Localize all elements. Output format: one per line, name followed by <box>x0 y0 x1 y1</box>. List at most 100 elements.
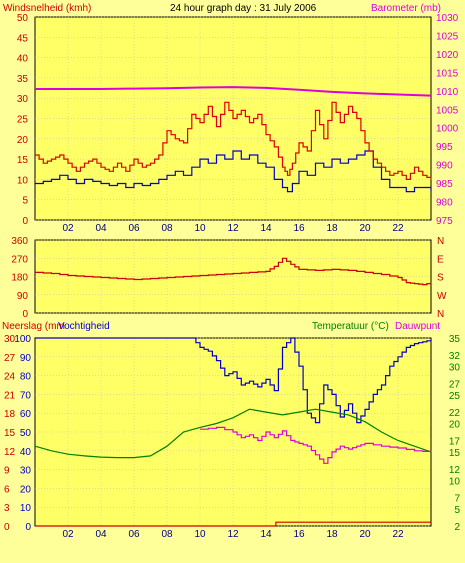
humidity-x-tick-label: 18 <box>326 529 338 540</box>
humidity-x-tick-label: 06 <box>128 529 140 540</box>
rain-axis-ticks: 0 3 6 9 12 15 18 21 24 27 30 <box>4 334 16 533</box>
temperature-tick-label: 20 <box>449 419 461 430</box>
temperature-tick-label: 10 <box>449 476 461 487</box>
rain-tick-label: 6 <box>4 484 10 495</box>
wind-tick-label: 15 <box>17 155 29 166</box>
wind-tick-label: 45 <box>17 33 29 44</box>
humidity-tick-label: 70 <box>20 390 32 401</box>
humidity-x-tick-label: 12 <box>227 529 239 540</box>
barometer-tick-label: 1030 <box>436 13 459 24</box>
barometer-tick-label: 1000 <box>436 124 459 135</box>
rain-tick-label: 12 <box>4 447 16 458</box>
direction-line <box>35 257 432 286</box>
barometer-tick-label: 995 <box>436 142 453 153</box>
humidity-tick-label: 40 <box>20 447 32 458</box>
wind-x-tick-label: 14 <box>260 223 272 234</box>
wind-x-tick-label: 16 <box>293 223 305 234</box>
direction-tick-label: 90 <box>17 291 29 302</box>
direction-tick-label: 180 <box>11 273 28 284</box>
wind-tick-label: 20 <box>17 135 29 146</box>
rain-tick-label: 30 <box>4 334 16 345</box>
wind-tick-label: 10 <box>17 175 29 186</box>
wind-tick-label: 25 <box>17 115 29 126</box>
temperature-axis-title: Temperatuur (°C) <box>312 321 389 332</box>
compass-tick-label: S <box>437 273 444 284</box>
wind-tick-label: 35 <box>17 74 29 85</box>
rain-tick-label: 24 <box>4 372 16 383</box>
direction-tick-label: 270 <box>11 254 28 265</box>
temperature-line <box>34 408 432 459</box>
chart-title: 24 hour graph day : 31 July 2006 <box>170 3 317 14</box>
humidity-x-tick-label: 14 <box>260 529 272 540</box>
humidity-axis-ticks: 0 10 20 30 40 50 60 70 80 90 100 <box>14 334 31 533</box>
temperature-tick-label: 35 <box>449 334 461 345</box>
temperature-tick-label: 15 <box>449 448 461 459</box>
wind-tick-label: 30 <box>17 94 29 105</box>
humidity-x-tick-label: 22 <box>392 529 404 540</box>
wind-x-tick-label: 10 <box>194 223 206 234</box>
wind-x-tick-label: 02 <box>62 223 74 234</box>
temperature-tick-label: 30 <box>449 362 461 373</box>
humidity-tick-label: 10 <box>20 503 32 514</box>
temperature-tick-label: 27 <box>449 380 461 391</box>
barometer-tick-label: 975 <box>436 216 453 227</box>
wind-series <box>35 86 432 193</box>
wind_avg-line <box>35 150 432 193</box>
humidity-series <box>34 337 432 527</box>
humidity-tick-label: 80 <box>20 372 32 383</box>
humidity-x-tick-label: 10 <box>194 529 206 540</box>
wind-x-tick-label: 06 <box>128 223 140 234</box>
humidity-x-tick-label: 20 <box>359 529 371 540</box>
humidity-x-tick-label: 04 <box>95 529 107 540</box>
wind-axis-title: Windsnelheid (kmh) <box>3 3 91 14</box>
rain-tick-label: 21 <box>4 390 16 401</box>
barometer-tick-label: 985 <box>436 179 453 190</box>
barometer-tick-label: 1005 <box>436 105 459 116</box>
wind-tick-label: 5 <box>22 196 28 207</box>
wind-x-tick-label: 12 <box>227 223 239 234</box>
humidity-tick-label: 50 <box>20 428 32 439</box>
humidity-tick-label: 60 <box>20 409 32 420</box>
humidity-tick-label: 0 <box>25 522 31 533</box>
humidity-tick-label: 100 <box>14 334 31 345</box>
temperature-tick-label: 7 <box>454 494 460 505</box>
compass-tick-label: N <box>437 236 444 247</box>
direction-series <box>35 257 432 286</box>
barometer-tick-label: 1020 <box>436 50 459 61</box>
humidity-x-tick-label: 16 <box>293 529 305 540</box>
temperature-tick-label: 25 <box>449 391 461 402</box>
rain-line <box>35 521 431 527</box>
wind-x-tick-label: 04 <box>95 223 107 234</box>
barometer-line <box>35 86 432 97</box>
wind-x-axis-ticks: 02 04 06 08 10 12 14 16 18 20 22 <box>62 223 404 234</box>
wind-x-tick-label: 22 <box>392 223 404 234</box>
dewpoint-line <box>200 426 432 464</box>
humidity-x-axis-ticks: 02 04 06 08 10 12 14 16 18 20 22 <box>62 529 404 540</box>
barometer-axis-title: Barometer (mb) <box>371 3 441 14</box>
wind-x-tick-label: 08 <box>161 223 173 234</box>
wind-x-tick-label: 18 <box>326 223 338 234</box>
rain-tick-label: 9 <box>4 466 10 477</box>
barometer-tick-label: 1010 <box>436 87 459 98</box>
temperature-tick-label: 2 <box>454 522 460 533</box>
temperature-tick-label: 5 <box>454 505 460 516</box>
wind-tick-label: 40 <box>17 54 29 65</box>
humidity-axis-title: Vochtigheid <box>58 321 110 332</box>
temperature-tick-label: 32 <box>449 351 461 362</box>
rain-tick-label: 18 <box>4 409 16 420</box>
barometer-tick-label: 1015 <box>436 68 459 79</box>
humidity-x-tick-label: 08 <box>161 529 173 540</box>
direction-axis-ticks: 0 90 180 270 360 <box>11 236 28 320</box>
temperature-tick-label: 12 <box>449 465 461 476</box>
rain-axis-title: Neerslag (mm <box>2 321 65 332</box>
barometer-tick-label: 1025 <box>436 31 459 42</box>
rain-tick-label: 27 <box>4 353 16 364</box>
temperature-tick-label: 22 <box>449 408 461 419</box>
wind-tick-label: 50 <box>17 13 29 24</box>
wind-axis-ticks: 0 5 10 15 20 25 30 35 40 45 50 <box>17 13 29 227</box>
humidity-line <box>35 337 432 424</box>
